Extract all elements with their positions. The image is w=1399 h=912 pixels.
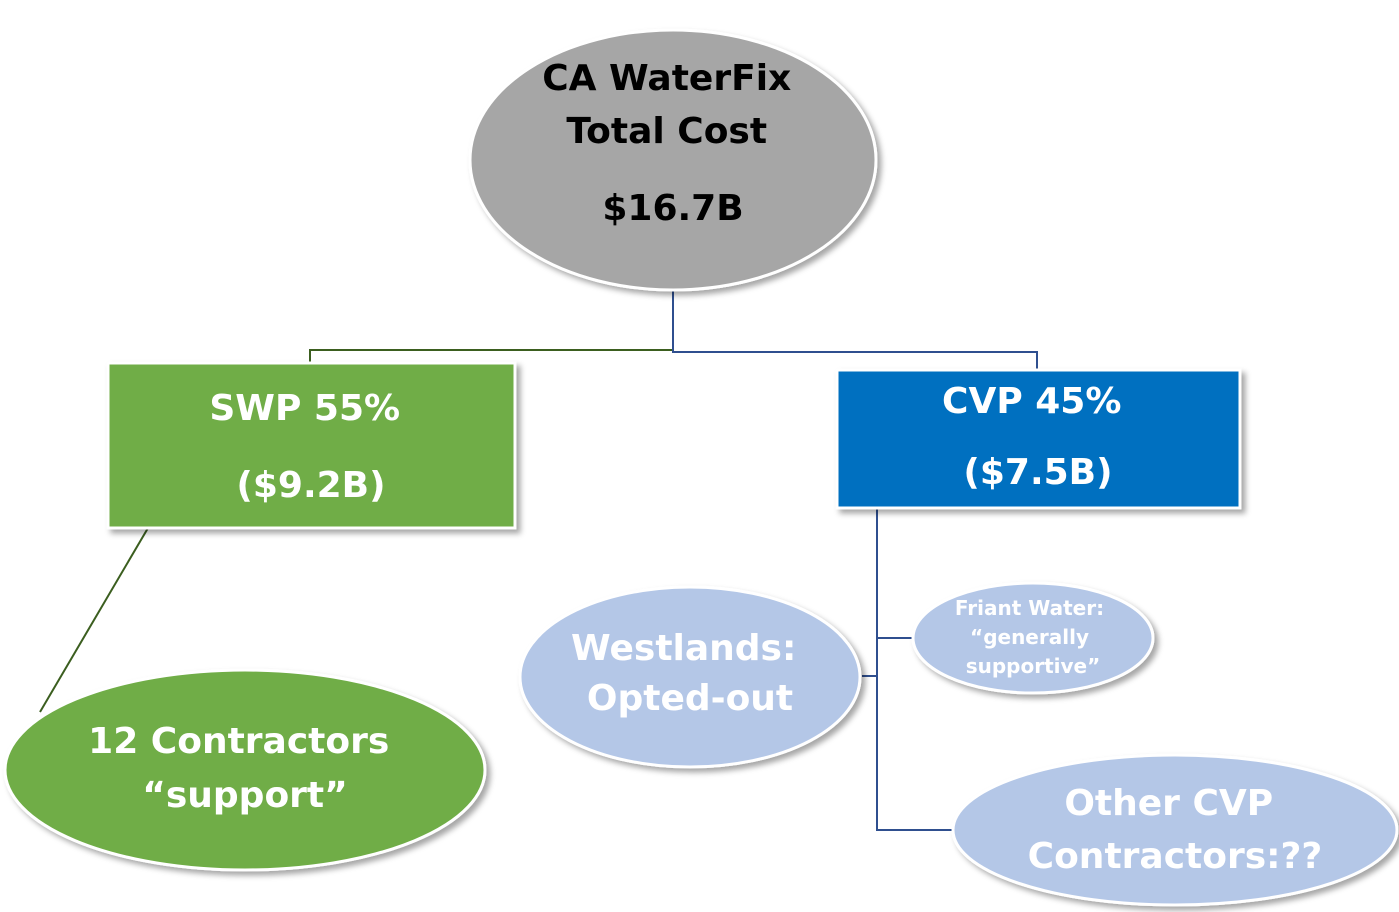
connector — [672, 290, 1038, 372]
label-line: Contractors:?? — [1028, 836, 1323, 877]
label-line: SWP 55% — [209, 388, 400, 429]
swp-node — [106, 361, 517, 530]
label-line: Total Cost — [566, 111, 767, 152]
friant-label: Friant Water: “generally supportive” — [955, 596, 1111, 678]
label-line: Westlands: — [571, 628, 796, 669]
label-line: CVP 45% — [942, 381, 1121, 422]
label-line: ($9.2B) — [236, 465, 385, 506]
contractors-node — [3, 668, 487, 872]
label-line: 12 Contractors — [88, 721, 389, 762]
westlands-node — [518, 585, 862, 769]
connectors — [39, 290, 1038, 831]
root-node — [468, 28, 878, 292]
label-line: ($7.5B) — [963, 452, 1112, 493]
westlands-label: Westlands: Opted-out — [571, 628, 809, 719]
label-line: CA WaterFix — [542, 58, 791, 99]
cvp-node — [835, 368, 1242, 510]
other-cvp-node — [951, 753, 1399, 907]
contractors-label: 12 Contractors “support” — [88, 721, 402, 816]
connector — [309, 290, 674, 365]
root-label: CA WaterFix Total Cost $16.7B — [542, 58, 804, 229]
swp-label: SWP 55% ($9.2B) — [209, 388, 412, 506]
label-line: “generally — [970, 625, 1089, 649]
label-line: Friant Water: — [955, 596, 1104, 620]
connector — [862, 508, 955, 831]
friant-node — [911, 581, 1155, 695]
label-line: “support” — [142, 775, 348, 816]
connector — [39, 527, 149, 713]
label-line: Other CVP — [1064, 783, 1273, 824]
label-line: Opted-out — [587, 678, 793, 719]
cvp-label: CVP 45% ($7.5B) — [942, 381, 1134, 493]
label-line: $16.7B — [602, 188, 743, 229]
other-cvp-label: Other CVP Contractors:?? — [1028, 783, 1323, 877]
label-line: supportive” — [966, 654, 1101, 678]
